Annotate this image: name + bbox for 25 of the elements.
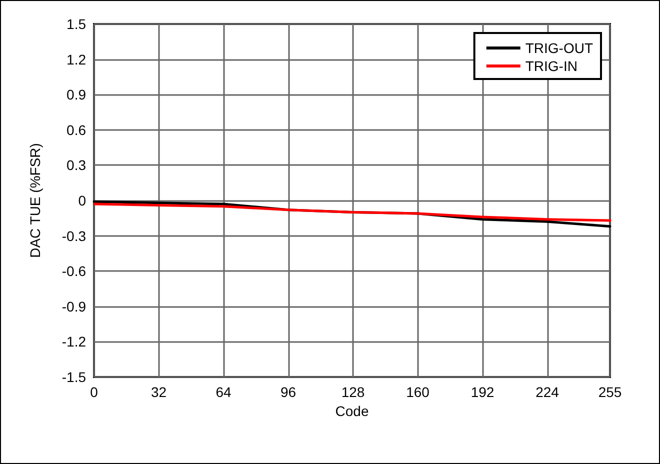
y-tick-label: 0.9: [66, 86, 86, 103]
y-tick-label: 0.3: [66, 157, 86, 174]
y-tick-label: -0.3: [62, 228, 86, 244]
y-tick-label: 1.2: [66, 51, 86, 68]
y-tick-label: 0.6: [66, 122, 86, 138]
y-tick-label: -0.9: [62, 298, 86, 314]
y-tick-label: 0: [78, 192, 86, 208]
x-tick-label: 192: [470, 384, 494, 400]
x-tick-label: 128: [341, 384, 365, 400]
x-tick-label: 0: [90, 384, 98, 400]
y-tick-label: 1.5: [66, 16, 86, 32]
y-tick-label: -1.2: [62, 334, 86, 350]
x-tick-label: 32: [150, 384, 167, 400]
y-tick-label: -1.5: [62, 369, 86, 385]
x-tick-label: 255: [598, 384, 622, 400]
x-tick-label: 224: [536, 384, 560, 400]
x-tick-label: 96: [280, 384, 296, 400]
x-tick-label: 64: [216, 384, 232, 400]
legend-label: TRIG-IN: [525, 58, 578, 74]
x-axis-title: Code: [335, 402, 369, 419]
x-tick-label: 160: [406, 384, 430, 400]
y-axis-title: DAC TUE (%FSR): [27, 143, 43, 258]
line-series: [92, 202, 612, 222]
legend-label: TRIG-OUT: [525, 40, 594, 56]
y-tick-label: -0.6: [62, 263, 86, 280]
